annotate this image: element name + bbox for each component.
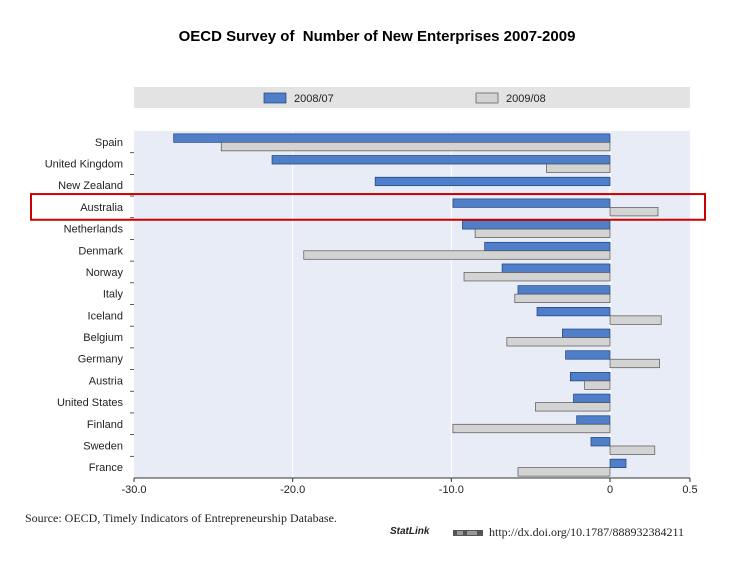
category-label: France: [89, 462, 123, 474]
bar-2008-07-finland: [576, 415, 611, 425]
bar-2008-07-belgium: [562, 328, 611, 338]
category-label: Germany: [78, 354, 124, 366]
source-note: Source: OECD, Timely Indicators of Entre…: [25, 511, 337, 525]
category-label: Denmark: [78, 245, 123, 257]
legend-label: 2009/08: [506, 93, 546, 105]
legend-swatch: [263, 92, 287, 104]
category-label: Norway: [86, 267, 124, 279]
bar-2008-07-denmark: [484, 241, 611, 252]
highlight-box: [30, 193, 706, 221]
bar-2009-08-united-kingdom: [546, 163, 611, 173]
bar-2008-07-netherlands: [462, 220, 611, 230]
category-label: Finland: [87, 419, 123, 431]
category-labels: Spain United Kingdom New Zealand Australia N…: [45, 137, 124, 474]
category-label: Netherlands: [64, 224, 124, 236]
bar-chart: 2008/07 2009/08 -30.0 -20.0 -10.0 0 0.5 Spain…: [30, 87, 706, 496]
gridlines: [130, 131, 611, 478]
bar-2009-08-united-states: [535, 402, 611, 412]
x-tick-label: -20.0: [280, 484, 305, 496]
category-label: New Zealand: [58, 180, 123, 192]
category-label: Belgium: [83, 332, 123, 344]
x-tick-label: -10.0: [439, 484, 464, 496]
category-label: Iceland: [88, 310, 123, 322]
bar-2008-07-united-kingdom: [271, 155, 611, 165]
bar-2008-07-iceland: [536, 306, 611, 317]
bar-2009-08-spain: [220, 141, 611, 152]
bars: [173, 133, 662, 477]
legend-background: [134, 87, 690, 108]
highlight-rectangle: [30, 193, 706, 221]
category-label: Italy: [103, 289, 124, 301]
statlink-label: StatLink: [390, 526, 430, 537]
bar-2008-07-france: [609, 458, 627, 469]
legend: 2008/07 2009/08: [263, 92, 546, 105]
bar-2008-07-sweden: [590, 437, 611, 447]
bar-2009-08-netherlands: [474, 228, 611, 238]
bar-2008-07-australia: [452, 198, 611, 208]
bar-2008-07-austria: [569, 372, 611, 382]
legend-swatch: [475, 92, 499, 104]
bar-2008-07-united-states: [573, 393, 611, 403]
bar-2009-08-australia: [609, 207, 659, 217]
legend-label: 2008/07: [294, 93, 334, 105]
category-label: United Kingdom: [45, 159, 123, 171]
category-label: Sweden: [83, 440, 123, 452]
bar-2008-07-italy: [517, 285, 611, 295]
bar-2009-08-belgium: [506, 337, 611, 347]
bar-2008-07-germany: [565, 350, 611, 360]
bar-2009-08-sweden: [609, 445, 656, 455]
category-label: Australia: [80, 202, 124, 214]
x-tick-label: -30.0: [121, 484, 146, 496]
x-tick-label: 0: [607, 484, 613, 496]
bar-2009-08-norway: [463, 272, 611, 282]
category-label: Spain: [95, 137, 123, 149]
bar-2009-08-finland: [452, 423, 611, 434]
chart-title: OECD Survey of Number of New Enterprises…: [178, 28, 576, 45]
bar-2009-08-france: [517, 467, 611, 477]
bar-2009-08-austria: [584, 380, 611, 390]
statlink-icon: [453, 530, 483, 536]
statlink-url[interactable]: http://dx.doi.org/10.1787/888932384211: [489, 525, 685, 539]
bar-2009-08-germany: [609, 358, 660, 369]
bar-2009-08-denmark: [303, 250, 611, 260]
x-axis: -30.0 -20.0 -10.0 0 0.5: [121, 477, 698, 496]
bar-2008-07-norway: [501, 263, 611, 273]
bar-2009-08-iceland: [609, 315, 662, 325]
bar-2008-07-new-zealand: [374, 176, 611, 187]
category-label: Austria: [89, 375, 124, 387]
bar-2009-08-italy: [514, 293, 611, 304]
category-label: United States: [57, 397, 124, 409]
x-tick-label: 0.5: [682, 484, 697, 496]
bar-2008-07-spain: [173, 133, 611, 143]
